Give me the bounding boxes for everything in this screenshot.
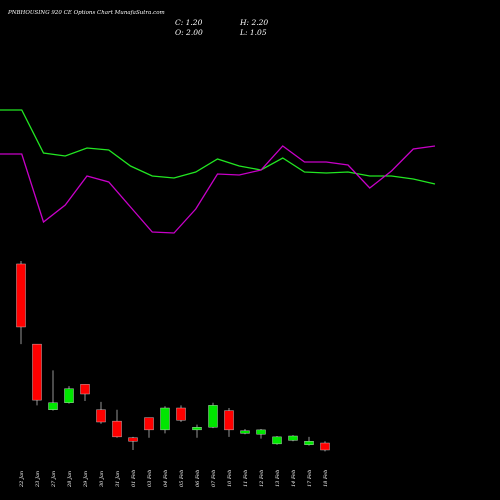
high-label: H: 2.20 xyxy=(239,18,268,27)
candle-body xyxy=(64,388,74,403)
x-tick-label: 12 Feb xyxy=(259,470,265,487)
candle-body xyxy=(320,442,330,451)
close-label: C: 1.20 xyxy=(175,18,203,27)
x-tick-label: 22 Jan xyxy=(19,471,25,488)
candle-body xyxy=(304,441,314,445)
open-label: O: 2.00 xyxy=(175,28,203,37)
candle-body xyxy=(256,429,266,435)
line-series xyxy=(0,145,436,234)
candle-body xyxy=(80,384,90,395)
x-tick-label: 05 Feb xyxy=(179,470,185,487)
x-tick-label: 06 Feb xyxy=(195,470,201,487)
x-tick-label: 29 Jan xyxy=(83,471,89,488)
x-tick-label: 17 Feb xyxy=(307,470,313,487)
candle-body xyxy=(176,407,186,421)
x-tick-label: 31 Jan xyxy=(115,471,121,487)
candle-body xyxy=(16,263,26,328)
x-tick-label: 30 Jan xyxy=(99,471,105,487)
chart-title: PNBHOUSING 920 CE Options Chart MunafaSu… xyxy=(7,10,165,16)
x-tick-label: 01 Feb xyxy=(131,470,137,487)
candle-body xyxy=(192,427,202,431)
candle-body xyxy=(32,343,42,401)
low-label: L: 1.05 xyxy=(239,28,267,37)
x-tick-label: 13 Feb xyxy=(275,470,281,487)
candle-body xyxy=(112,420,122,438)
candle-body xyxy=(272,436,282,445)
candle-body xyxy=(48,402,58,410)
x-tick-label: 14 Feb xyxy=(291,470,297,487)
x-tick-label: 10 Feb xyxy=(227,470,233,487)
candle-body xyxy=(208,405,218,428)
line-series xyxy=(0,109,436,185)
x-tick-label: 07 Feb xyxy=(211,470,217,487)
candle-body xyxy=(96,409,106,423)
candle-body xyxy=(144,417,154,431)
x-tick-label: 28 Jan xyxy=(67,471,73,488)
candle-body xyxy=(240,430,250,434)
x-tick-label: 23 Jan xyxy=(35,471,41,488)
candle-body xyxy=(224,410,234,431)
candle-body xyxy=(160,407,170,431)
x-tick-label: 18 Feb xyxy=(323,470,329,487)
x-tick-label: 11 Feb xyxy=(243,470,249,487)
x-tick-label: 03 Feb xyxy=(147,470,153,487)
candle-body xyxy=(128,437,138,442)
x-tick-label: 27 Jan xyxy=(51,471,57,488)
candle-body xyxy=(288,435,298,441)
x-tick-label: 04 Feb xyxy=(163,470,169,487)
